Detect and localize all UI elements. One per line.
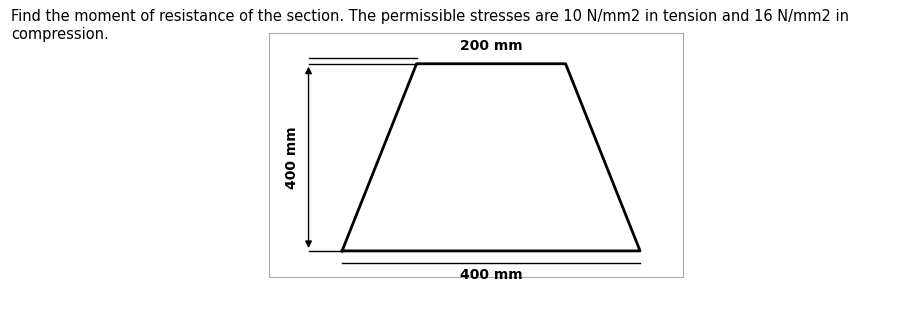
- Text: 400 mm: 400 mm: [285, 126, 299, 189]
- Text: Find the moment of resistance of the section. The permissible stresses are 10 N/: Find the moment of resistance of the sec…: [11, 9, 849, 42]
- Text: 400 mm: 400 mm: [460, 268, 522, 282]
- Text: 200 mm: 200 mm: [460, 38, 522, 52]
